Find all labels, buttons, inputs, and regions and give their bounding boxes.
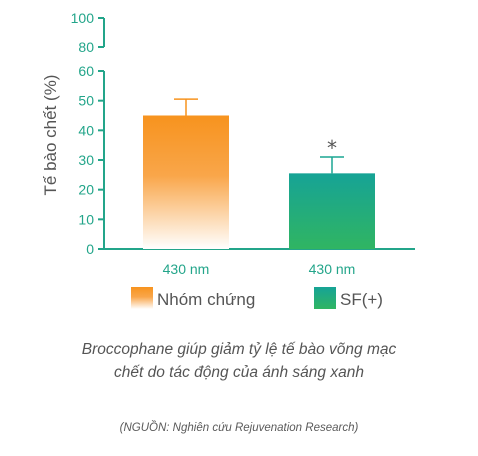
legend-label-2: SF(+) [340,290,383,309]
y-tick-label: 80 [78,39,94,55]
y-tick-label: 50 [78,93,94,109]
legend-label-1: Nhóm chứng [157,290,255,309]
y-axis-label: Tế bào chết (%) [41,75,60,196]
x-tick-label: 430 nm [309,261,356,277]
y-axis: 0 10 20 30 40 50 60 80 100 [71,10,415,257]
y-tick-label: 10 [78,211,94,227]
y-tick-label: 40 [78,122,94,138]
caption-line-2: chết do tác động của ánh sáng xanh [114,364,364,381]
y-tick-label: 20 [78,182,94,198]
legend: Nhóm chứng SF(+) [131,287,383,309]
bars: * [143,98,375,249]
y-tick-label: 0 [86,241,94,257]
y-tick-label: 100 [71,10,95,26]
legend-swatch-1 [131,287,153,309]
legend-swatch-2 [314,287,336,309]
figure-caption: Broccophane giúp giảm tỷ lệ tế bào võng … [0,338,478,384]
bar-1 [143,115,229,249]
category-labels: 430 nm 430 nm [163,261,356,277]
caption-line-1: Broccophane giúp giảm tỷ lệ tế bào võng … [81,341,397,358]
x-tick-label: 430 nm [163,261,210,277]
figure-source: (NGUỒN: Nghiên cứu Rejuvenation Research… [119,422,359,434]
y-tick-label: 30 [78,152,94,168]
bar-chart: Tế bào chết (%) 0 10 20 30 40 50 60 80 100 * 430… [41,10,415,309]
significance-marker: * [327,136,337,160]
y-tick-label: 60 [78,63,94,79]
bar-2 [289,173,375,249]
